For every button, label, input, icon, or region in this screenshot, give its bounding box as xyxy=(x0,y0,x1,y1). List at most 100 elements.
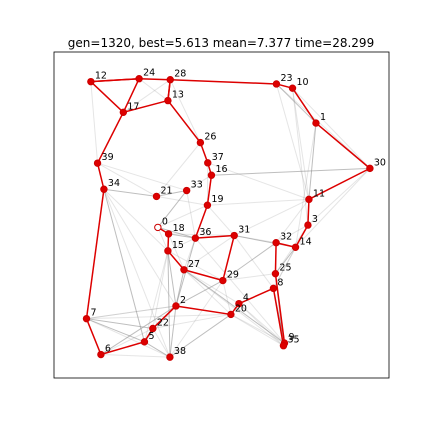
population-edge xyxy=(222,273,276,282)
population-edge xyxy=(167,250,177,307)
tour-segment xyxy=(152,305,177,329)
city-label: 16 xyxy=(215,164,227,175)
population-edge xyxy=(157,204,208,228)
population-edge xyxy=(276,83,371,169)
city-label: 1 xyxy=(320,112,326,123)
city-point xyxy=(312,119,320,127)
tour-segment xyxy=(291,87,317,124)
city-label: 2 xyxy=(180,295,186,306)
population-edge xyxy=(97,162,157,197)
city-point xyxy=(235,299,243,308)
city-label: 4 xyxy=(243,293,249,304)
city-point xyxy=(119,108,128,117)
population-edge xyxy=(222,242,277,281)
city-label: 14 xyxy=(300,236,312,247)
city-label: 39 xyxy=(102,152,114,163)
population-edge xyxy=(167,250,224,281)
population-edge xyxy=(103,188,177,307)
city-label: 28 xyxy=(174,69,186,80)
city-label: 37 xyxy=(212,152,224,163)
tour-segment xyxy=(96,111,125,164)
tour-segment xyxy=(206,175,213,206)
city-point xyxy=(207,171,216,179)
population-edge xyxy=(143,250,169,342)
tour-segment xyxy=(315,122,371,169)
city-label: 29 xyxy=(227,270,239,281)
tour-segment xyxy=(175,305,231,316)
city-label: 11 xyxy=(313,188,325,199)
population-edges xyxy=(86,78,371,358)
population-edge xyxy=(233,235,274,289)
population-edge xyxy=(103,188,157,197)
population-edge xyxy=(207,198,309,206)
population-edge xyxy=(183,269,285,344)
population-edge xyxy=(168,233,185,270)
tour-segment xyxy=(272,288,285,346)
city-point xyxy=(100,185,108,193)
best-tour-path xyxy=(85,77,371,356)
tour-segment xyxy=(96,162,105,190)
population-edge xyxy=(308,123,317,200)
population-edge xyxy=(292,88,309,226)
tour-segment xyxy=(194,204,209,239)
city-nodes xyxy=(82,75,374,361)
population-edge xyxy=(168,233,235,237)
population-edge xyxy=(90,81,99,164)
population-edge xyxy=(152,250,169,329)
population-edge xyxy=(169,314,232,358)
city-point xyxy=(152,192,161,201)
tour-segment xyxy=(122,78,140,113)
population-edge xyxy=(295,122,317,248)
tour-segment xyxy=(294,224,309,248)
population-edge xyxy=(103,189,145,342)
population-edge xyxy=(222,280,232,315)
chart-title: gen=1320, best=5.613 mean=7.377 time=28.… xyxy=(68,36,374,50)
city-label: 34 xyxy=(108,178,120,189)
population-edge xyxy=(144,341,171,358)
population-edge xyxy=(234,198,310,236)
city-label: 15 xyxy=(172,240,184,251)
city-label: 3 xyxy=(312,214,318,225)
city-point xyxy=(304,221,312,229)
population-edge xyxy=(86,318,171,358)
city-label: 22 xyxy=(157,317,169,328)
city-point xyxy=(182,186,191,195)
tour-segment xyxy=(274,273,286,344)
tour-segment xyxy=(139,77,171,81)
city-point xyxy=(87,77,95,86)
city-point xyxy=(291,243,300,251)
city-point xyxy=(82,314,91,323)
city-label: 0 xyxy=(162,216,168,227)
city-point xyxy=(271,269,280,278)
city-point xyxy=(230,231,238,240)
population-edge xyxy=(211,167,370,176)
tour-segment xyxy=(238,287,274,305)
population-edge xyxy=(175,280,224,307)
population-edge xyxy=(157,227,169,252)
population-edge xyxy=(138,78,169,101)
population-edge xyxy=(86,318,145,343)
population-edge xyxy=(275,199,310,244)
city-label: 18 xyxy=(173,223,185,234)
population-edge xyxy=(100,328,154,355)
city-point xyxy=(196,138,205,147)
city-point xyxy=(272,80,281,88)
population-edge xyxy=(295,168,371,248)
tour-segment xyxy=(170,78,277,85)
city-point xyxy=(204,159,212,167)
population-edge xyxy=(156,190,187,197)
plot-frame xyxy=(53,51,390,379)
population-edge xyxy=(238,303,284,347)
city-point xyxy=(203,201,212,209)
tour-segment xyxy=(90,81,124,113)
city-label: 26 xyxy=(204,132,216,143)
city-point xyxy=(272,239,280,247)
city-label: 10 xyxy=(297,77,309,88)
city-label: 7 xyxy=(90,308,96,319)
population-edge xyxy=(169,79,201,143)
population-edge xyxy=(167,237,196,252)
population-edge xyxy=(292,88,310,200)
population-edge xyxy=(186,190,196,239)
city-label: 32 xyxy=(280,232,292,243)
